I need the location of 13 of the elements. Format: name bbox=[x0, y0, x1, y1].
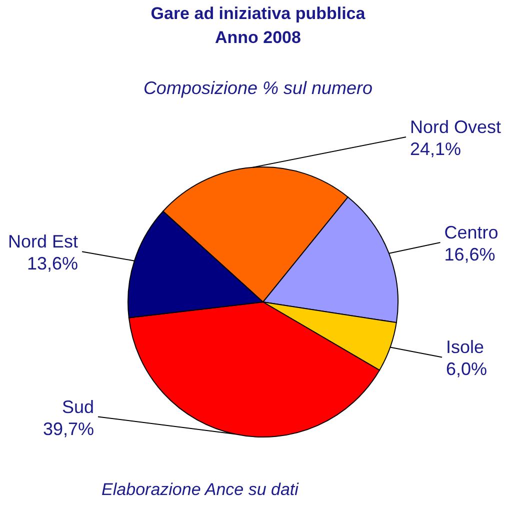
slice-label: Isole bbox=[446, 337, 484, 358]
text: Elaborazione Ance su dati bbox=[100, 480, 300, 500]
data-label: 6,0% bbox=[446, 359, 488, 380]
chart-subtitle: Composizione % sul numero bbox=[142, 78, 374, 99]
data-label: 13,6% bbox=[27, 254, 78, 274]
data-label: 24,1% bbox=[410, 139, 462, 159]
data-label: 39,7% bbox=[42, 418, 94, 439]
slice-label: Nord Est bbox=[8, 232, 78, 252]
slice-label: Nord Ovest bbox=[410, 117, 502, 137]
slice-label: Sud bbox=[62, 396, 94, 417]
data-label: 16,6% bbox=[444, 244, 496, 265]
chart-title: Gare ad iniziativa pubblica Anno 2008 bbox=[150, 3, 366, 49]
slice-label: Centro bbox=[444, 222, 498, 243]
